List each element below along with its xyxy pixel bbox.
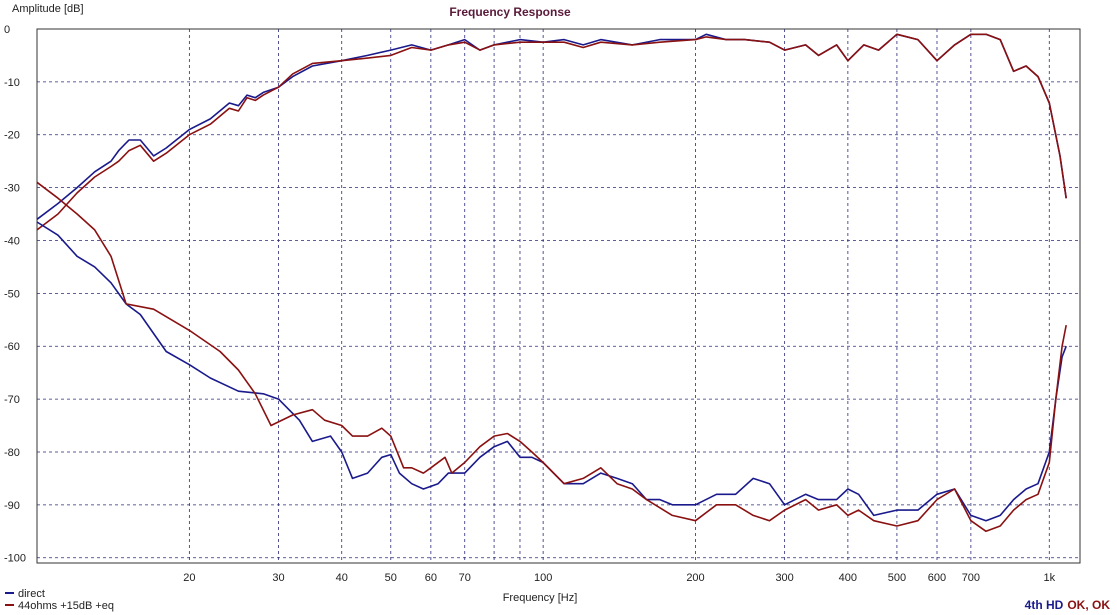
y-tick-label: -60 (4, 341, 20, 353)
x-tick-label: 600 (928, 572, 946, 584)
x-tick-label: 200 (686, 572, 704, 584)
legend-label: 44ohms +15dB +eq (18, 600, 114, 612)
x-axis-label: Frequency [Hz] (503, 592, 578, 604)
x-tick-label: 100 (534, 572, 552, 584)
x-tick-label: 60 (425, 572, 437, 584)
x-tick-label: 300 (775, 572, 793, 584)
x-tick-label: 40 (336, 572, 348, 584)
series-line-3 (36, 181, 1067, 533)
y-tick-label: -100 (4, 553, 26, 565)
plot-frame (36, 28, 1081, 564)
x-tick-label: 30 (272, 572, 284, 584)
grid (37, 28, 1080, 563)
series-line-1 (36, 33, 1067, 231)
stamp-rest: OK, OK (1067, 598, 1110, 612)
x-tick-label: 20 (183, 572, 195, 584)
x-tick-label: 700 (962, 572, 980, 584)
x-tick-label: 500 (888, 572, 906, 584)
y-tick-label: -90 (4, 500, 20, 512)
y-tick-label: -30 (4, 183, 20, 195)
analysis-stamp: 4th HD OK, OK (1025, 598, 1111, 612)
x-tick-label: 70 (459, 572, 471, 584)
y-axis-label: Amplitude [dB] (12, 3, 84, 15)
y-tick-label: -20 (4, 130, 20, 142)
y-tick-label: -70 (4, 394, 20, 406)
chart-title: Frequency Response (449, 5, 571, 19)
x-tick-label: 50 (385, 572, 397, 584)
y-tick-label: -40 (4, 235, 20, 247)
legend-label: direct (18, 588, 45, 600)
y-tick-label: 0 (4, 24, 10, 36)
x-tick-label: 400 (839, 572, 857, 584)
y-tick-label: -10 (4, 77, 20, 89)
stamp-main: 4th HD (1025, 598, 1064, 612)
y-tick-label: -80 (4, 447, 20, 459)
y-tick-label: -50 (4, 288, 20, 300)
x-tick-label: 1k (1043, 572, 1055, 584)
tick-labels: 20 30 40 50 60 70 100 200 300 400 500 600 700 1k 0 -10 -… (4, 24, 1056, 584)
series-group (36, 33, 1067, 533)
